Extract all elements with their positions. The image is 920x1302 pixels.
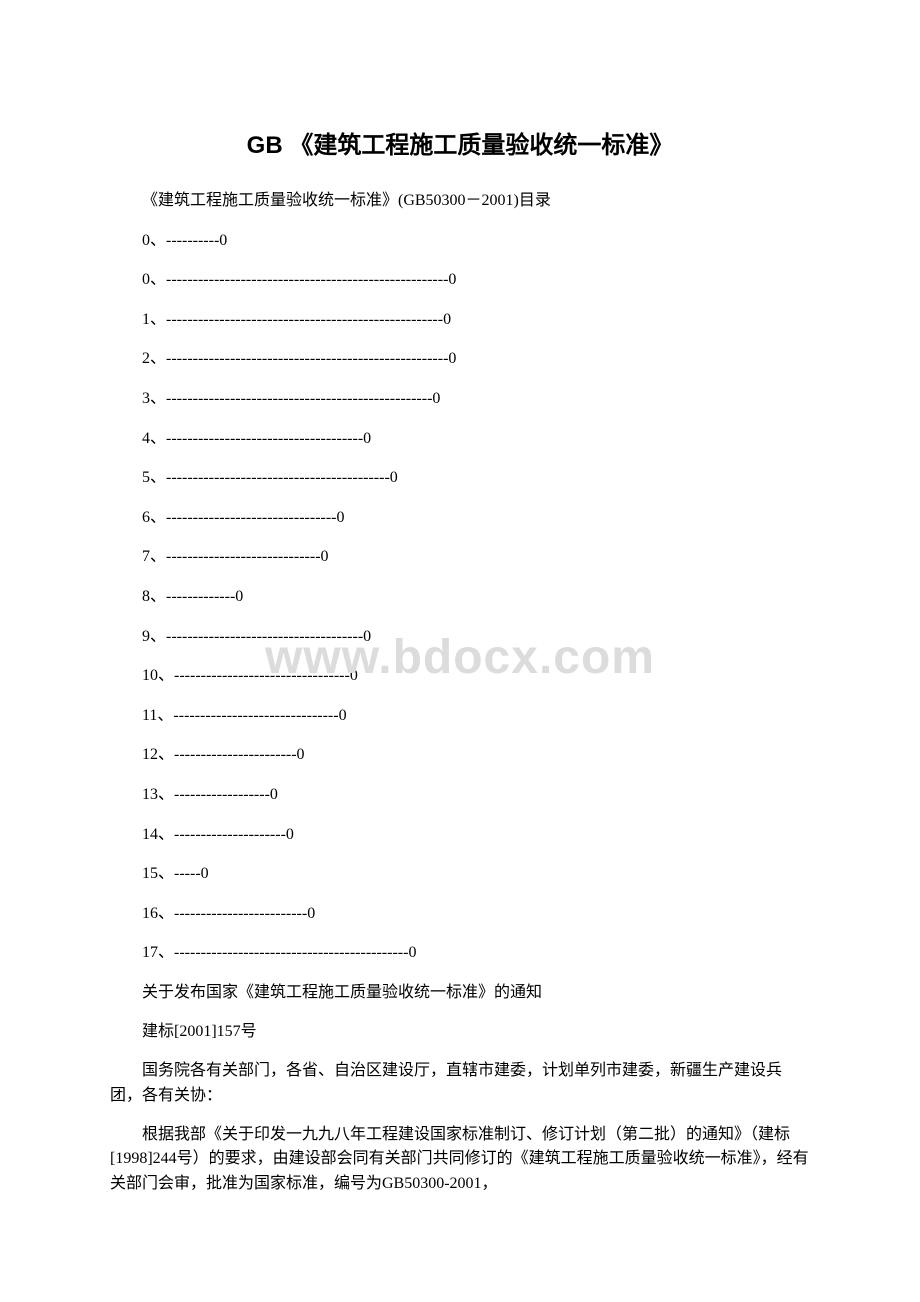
toc-item: 13、------------------0 xyxy=(110,782,810,808)
toc-item: 9、-------------------------------------0 xyxy=(110,624,810,650)
toc-item: 8、-------------0 xyxy=(110,584,810,610)
toc-item: 0、--------------------------------------… xyxy=(110,267,810,293)
toc-item: 16、-------------------------0 xyxy=(110,901,810,927)
body-paragraph: 根据我部《关于印发一九九八年工程建设国家标准制订、修订计划（第二批）的通知》（建… xyxy=(110,1123,810,1197)
toc-item: 6、--------------------------------0 xyxy=(110,505,810,531)
document-subtitle: 《建筑工程施工质量验收统一标准》(GB50300－2001)目录 xyxy=(110,188,810,214)
toc-item: 7、-----------------------------0 xyxy=(110,544,810,570)
document-page: GB 《建筑工程施工质量验收统一标准》 《建筑工程施工质量验收统一标准》(GB5… xyxy=(0,0,920,1197)
toc-item: 4、-------------------------------------0 xyxy=(110,426,810,452)
document-title: GB 《建筑工程施工质量验收统一标准》 xyxy=(110,125,810,160)
toc-item: 15、-----0 xyxy=(110,861,810,887)
notice-reference: 建标[2001]157号 xyxy=(110,1019,810,1045)
toc-item: 12、-----------------------0 xyxy=(110,742,810,768)
toc-item: 10、---------------------------------0 xyxy=(110,663,810,689)
notice-title: 关于发布国家《建筑工程施工质量验收统一标准》的通知 xyxy=(110,980,810,1006)
toc-item: 11、-------------------------------0 xyxy=(110,703,810,729)
toc-item: 0、----------0 xyxy=(110,228,810,254)
toc-item: 5、--------------------------------------… xyxy=(110,465,810,491)
toc-item: 14、---------------------0 xyxy=(110,822,810,848)
body-paragraph: 国务院各有关部门，各省、自治区建设厅，直辖市建委，计划单列市建委，新疆生产建设兵… xyxy=(110,1059,810,1109)
toc-item: 1、--------------------------------------… xyxy=(110,307,810,333)
toc-item: 2、--------------------------------------… xyxy=(110,346,810,372)
toc-item: 17、-------------------------------------… xyxy=(110,940,810,966)
toc-item: 3、--------------------------------------… xyxy=(110,386,810,412)
